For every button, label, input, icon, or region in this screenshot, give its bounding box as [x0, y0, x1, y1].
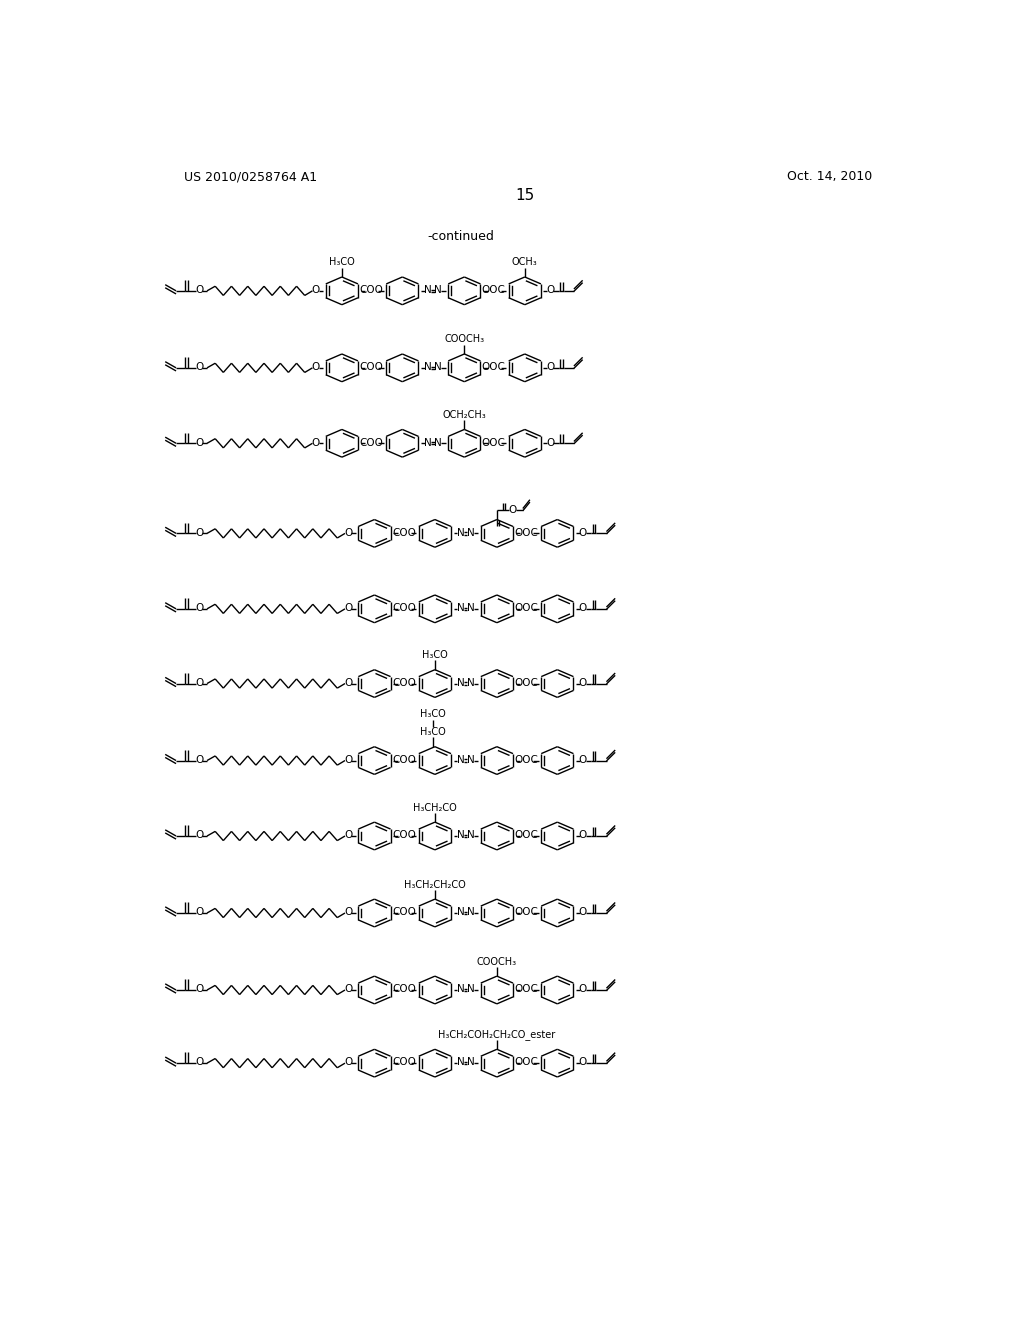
- Text: O: O: [546, 362, 555, 372]
- Text: H₃CO: H₃CO: [329, 257, 354, 268]
- Text: H₃CH₂CH₂CO: H₃CH₂CH₂CO: [404, 879, 466, 890]
- Text: O: O: [196, 907, 204, 917]
- Text: N: N: [467, 528, 474, 537]
- Text: O: O: [344, 907, 352, 917]
- Text: O: O: [546, 285, 555, 296]
- Text: OOC: OOC: [514, 985, 539, 994]
- Text: N: N: [457, 1057, 464, 1068]
- Text: N: N: [467, 677, 474, 688]
- Text: O: O: [579, 830, 587, 841]
- Text: OOC: OOC: [482, 437, 506, 447]
- Text: O: O: [344, 755, 352, 764]
- Text: H₃CO: H₃CO: [420, 727, 445, 737]
- Text: COO: COO: [392, 528, 416, 537]
- Text: O: O: [579, 603, 587, 612]
- Text: OOC: OOC: [514, 677, 539, 688]
- Text: N: N: [457, 677, 464, 688]
- Text: COO: COO: [392, 677, 416, 688]
- Text: OOC: OOC: [514, 830, 539, 841]
- Text: COOCH₃: COOCH₃: [477, 957, 517, 966]
- Text: 15: 15: [515, 187, 535, 203]
- Text: O: O: [196, 437, 204, 447]
- Text: OOC: OOC: [482, 285, 506, 296]
- Text: H₃CH₂COH₂CH₂CO_ester: H₃CH₂COH₂CH₂CO_ester: [438, 1030, 556, 1040]
- Text: OCH₂CH₃: OCH₂CH₃: [442, 409, 486, 420]
- Text: O: O: [196, 285, 204, 296]
- Text: N: N: [467, 1057, 474, 1068]
- Text: O: O: [311, 285, 319, 296]
- Text: Oct. 14, 2010: Oct. 14, 2010: [786, 170, 872, 183]
- Text: N: N: [467, 907, 474, 917]
- Text: N: N: [434, 437, 442, 447]
- Text: O: O: [579, 528, 587, 537]
- Text: N: N: [467, 755, 474, 764]
- Text: N: N: [424, 437, 432, 447]
- Text: O: O: [196, 528, 204, 537]
- Text: O: O: [311, 437, 319, 447]
- Text: COO: COO: [392, 985, 416, 994]
- Text: COO: COO: [359, 362, 383, 372]
- Text: N: N: [424, 285, 432, 296]
- Text: COO: COO: [392, 830, 416, 841]
- Text: COO: COO: [359, 437, 383, 447]
- Text: OOC: OOC: [514, 1057, 539, 1068]
- Text: O: O: [344, 677, 352, 688]
- Text: N: N: [467, 830, 474, 841]
- Text: O: O: [344, 528, 352, 537]
- Text: O: O: [196, 985, 204, 994]
- Text: COO: COO: [392, 907, 416, 917]
- Text: N: N: [457, 985, 464, 994]
- Text: OOC: OOC: [514, 907, 539, 917]
- Text: N: N: [434, 362, 442, 372]
- Text: O: O: [196, 362, 204, 372]
- Text: H₃CO: H₃CO: [420, 709, 445, 719]
- Text: OOC: OOC: [514, 528, 539, 537]
- Text: O: O: [311, 362, 319, 372]
- Text: -continued: -continued: [428, 231, 495, 243]
- Text: COO: COO: [392, 603, 416, 612]
- Text: O: O: [196, 755, 204, 764]
- Text: O: O: [196, 603, 204, 612]
- Text: N: N: [457, 603, 464, 612]
- Text: O: O: [196, 1057, 204, 1068]
- Text: COOCH₃: COOCH₃: [444, 334, 484, 345]
- Text: N: N: [434, 285, 442, 296]
- Text: O: O: [579, 677, 587, 688]
- Text: O: O: [196, 830, 204, 841]
- Text: OOC: OOC: [514, 755, 539, 764]
- Text: H₃CO: H₃CO: [422, 649, 447, 660]
- Text: O: O: [579, 907, 587, 917]
- Text: OOC: OOC: [514, 603, 539, 612]
- Text: O: O: [344, 1057, 352, 1068]
- Text: O: O: [579, 1057, 587, 1068]
- Text: N: N: [457, 830, 464, 841]
- Text: O: O: [508, 504, 516, 515]
- Text: OCH₃: OCH₃: [512, 257, 538, 268]
- Text: N: N: [457, 755, 464, 764]
- Text: COO: COO: [359, 285, 383, 296]
- Text: US 2010/0258764 A1: US 2010/0258764 A1: [183, 170, 316, 183]
- Text: COO: COO: [392, 1057, 416, 1068]
- Text: N: N: [457, 907, 464, 917]
- Text: N: N: [467, 985, 474, 994]
- Text: N: N: [467, 603, 474, 612]
- Text: O: O: [579, 985, 587, 994]
- Text: O: O: [344, 985, 352, 994]
- Text: O: O: [344, 603, 352, 612]
- Text: COO: COO: [392, 755, 416, 764]
- Text: N: N: [424, 362, 432, 372]
- Text: O: O: [546, 437, 555, 447]
- Text: O: O: [196, 677, 204, 688]
- Text: H₃CH₂CO: H₃CH₂CO: [413, 803, 457, 813]
- Text: O: O: [579, 755, 587, 764]
- Text: N: N: [457, 528, 464, 537]
- Text: O: O: [344, 830, 352, 841]
- Text: OOC: OOC: [482, 362, 506, 372]
